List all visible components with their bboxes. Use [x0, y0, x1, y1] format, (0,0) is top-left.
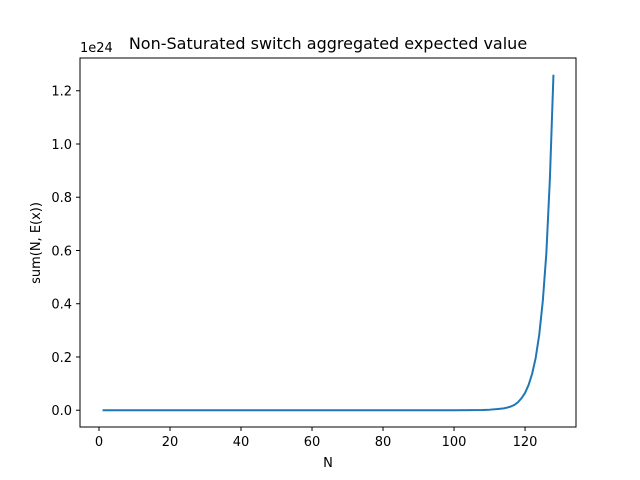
- x-tick-label: 120: [513, 435, 538, 450]
- y-tick-label: 0.0: [51, 404, 72, 419]
- x-tick-label: 100: [442, 435, 467, 450]
- x-tick-label: 0: [95, 435, 103, 450]
- x-tick-label: 80: [375, 435, 392, 450]
- plot-layer: [102, 74, 555, 412]
- y-tick-label: 1.2: [51, 85, 72, 100]
- y-tick-label: 0.6: [51, 244, 72, 259]
- x-tick-label: 60: [304, 435, 321, 450]
- x-axis: 0 20 40 60 80 100 120: [95, 427, 538, 450]
- chart-title: Non-Saturated switch aggregated expected…: [129, 34, 527, 53]
- x-tick-label: 40: [233, 435, 250, 450]
- y-tick-label: 0.2: [51, 351, 72, 366]
- x-axis-label: N: [323, 456, 333, 471]
- x-tick-label: 20: [162, 435, 179, 450]
- series-line: [102, 74, 555, 412]
- y-tick-label: 0.4: [51, 298, 72, 313]
- y-axis-label: sum(N, E(x)): [29, 202, 44, 284]
- y-axis: 0.0 0.2 0.4 0.6 0.8 1.0 1.2: [51, 85, 80, 419]
- y-tick-label: 0.8: [51, 191, 72, 206]
- y-tick-label: 1.0: [51, 138, 72, 153]
- y-offset-text: 1e24: [80, 41, 113, 56]
- plot-frame: [79, 57, 577, 428]
